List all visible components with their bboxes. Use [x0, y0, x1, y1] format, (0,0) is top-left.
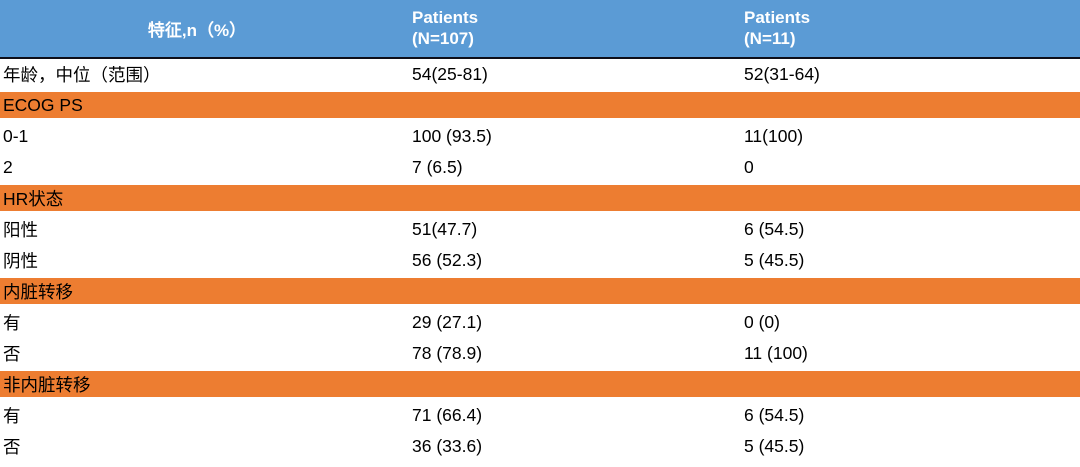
- cell-patients-107: 51(47.7): [412, 219, 478, 239]
- cell-patients-11: 0: [744, 157, 754, 177]
- section-row-non-visceral-metastasis: 非内脏转移: [0, 369, 1080, 400]
- header-divider-line: [0, 57, 1080, 59]
- cell-patients-11: 5 (45.5): [744, 250, 805, 270]
- header-patients-107-line2: (N=107): [412, 28, 474, 48]
- header-cell-patients-107: Patients (N=107): [394, 8, 726, 48]
- table-header-row: 特征,n（%） Patients (N=107) Patients (N=11): [0, 0, 1080, 57]
- cell-patients-11: 6 (54.5): [744, 219, 805, 239]
- row-label: 有: [3, 313, 21, 333]
- section-label: HR状态: [3, 188, 64, 209]
- cell-patients-107: 36 (33.6): [412, 436, 483, 456]
- cell-patients-107: 71 (66.4): [412, 405, 483, 425]
- table-row-visceral-no: 否 78 (78.9) 11 (100): [0, 338, 1080, 369]
- section-row-ecog-ps: ECOG PS: [0, 90, 1080, 121]
- section-row-visceral-metastasis: 内脏转移: [0, 276, 1080, 307]
- header-patients-11-line1: Patients: [744, 8, 811, 28]
- row-label: 年龄，中位（范围）: [3, 65, 161, 85]
- cell-patients-11: 5 (45.5): [744, 436, 805, 456]
- section-label: ECOG PS: [3, 94, 83, 115]
- table-row-hr-positive: 阳性 51(47.7) 6 (54.5): [0, 214, 1080, 245]
- table-row-visceral-yes: 有 29 (27.1) 0 (0): [0, 307, 1080, 338]
- row-label: 阳性: [3, 220, 38, 240]
- cell-patients-107: 100 (93.5): [412, 126, 492, 146]
- row-label: 有: [3, 406, 21, 426]
- cell-patients-11: 52(31-64): [744, 64, 820, 84]
- header-patients-107-line1: Patients: [412, 8, 479, 28]
- cell-patients-107: 29 (27.1): [412, 312, 483, 332]
- table-row-non-visceral-yes: 有 71 (66.4) 6 (54.5): [0, 400, 1080, 431]
- section-label: 非内脏转移: [3, 374, 91, 395]
- table-row-ecog-0-1: 0-1 100 (93.5) 11(100): [0, 121, 1080, 152]
- table-row-non-visceral-no: 否 36 (33.6) 5 (45.5): [0, 431, 1080, 462]
- row-label: 否: [3, 344, 21, 364]
- row-label: 2: [3, 157, 13, 177]
- cell-patients-11: 11 (100): [744, 343, 808, 363]
- table-row-age: 年龄，中位（范围） 54(25-81) 52(31-64): [0, 59, 1080, 90]
- table-row-ecog-2: 2 7 (6.5) 0: [0, 152, 1080, 183]
- cell-patients-107: 78 (78.9): [412, 343, 483, 363]
- cell-patients-107: 7 (6.5): [412, 157, 463, 177]
- row-label: 0-1: [3, 126, 29, 146]
- row-label: 阴性: [3, 251, 38, 271]
- header-patients-11-line2: (N=11): [744, 28, 796, 48]
- cell-patients-107: 56 (52.3): [412, 250, 483, 270]
- header-cell-patients-11: Patients (N=11): [726, 8, 1080, 48]
- section-row-hr-status: HR状态: [0, 183, 1080, 214]
- section-label: 内脏转移: [3, 281, 73, 302]
- cell-patients-11: 6 (54.5): [744, 405, 805, 425]
- row-label: 否: [3, 437, 21, 457]
- header-cell-feature: 特征,n（%）: [147, 21, 247, 40]
- cell-patients-11: 0 (0): [744, 312, 780, 332]
- cell-patients-107: 54(25-81): [412, 64, 488, 84]
- table-row-hr-negative: 阴性 56 (52.3) 5 (45.5): [0, 245, 1080, 276]
- cell-patients-11: 11(100): [744, 126, 804, 146]
